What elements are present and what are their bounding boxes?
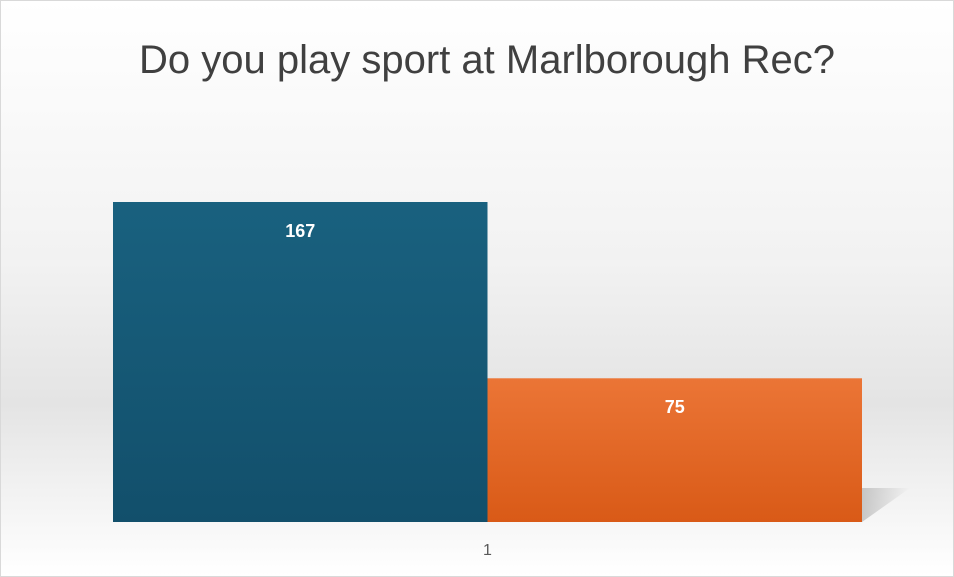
chart-title: Do you play sport at Marlborough Rec? — [139, 38, 835, 82]
data-label: 167 — [285, 221, 315, 241]
data-label: 75 — [665, 397, 685, 417]
x-tick-label: 1 — [483, 542, 492, 559]
bar — [113, 202, 488, 522]
bar — [487, 378, 862, 522]
shadow — [862, 488, 910, 522]
